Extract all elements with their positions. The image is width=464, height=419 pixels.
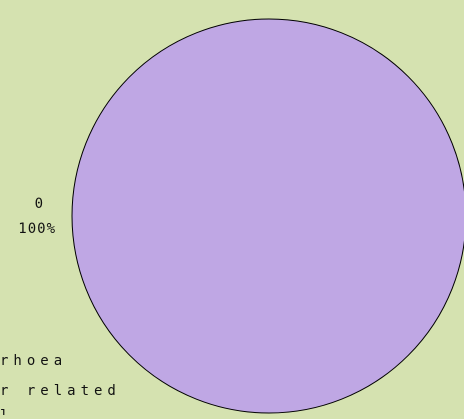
pie-slice-0[interactable] [71, 18, 464, 414]
legend-line-1: rhoea [0, 353, 67, 369]
slice-percent-label: 100% [18, 221, 56, 237]
legend-line-2: r related [0, 383, 121, 399]
slice-value-label: 0 [35, 196, 44, 212]
legend-line-3: l [0, 408, 13, 415]
